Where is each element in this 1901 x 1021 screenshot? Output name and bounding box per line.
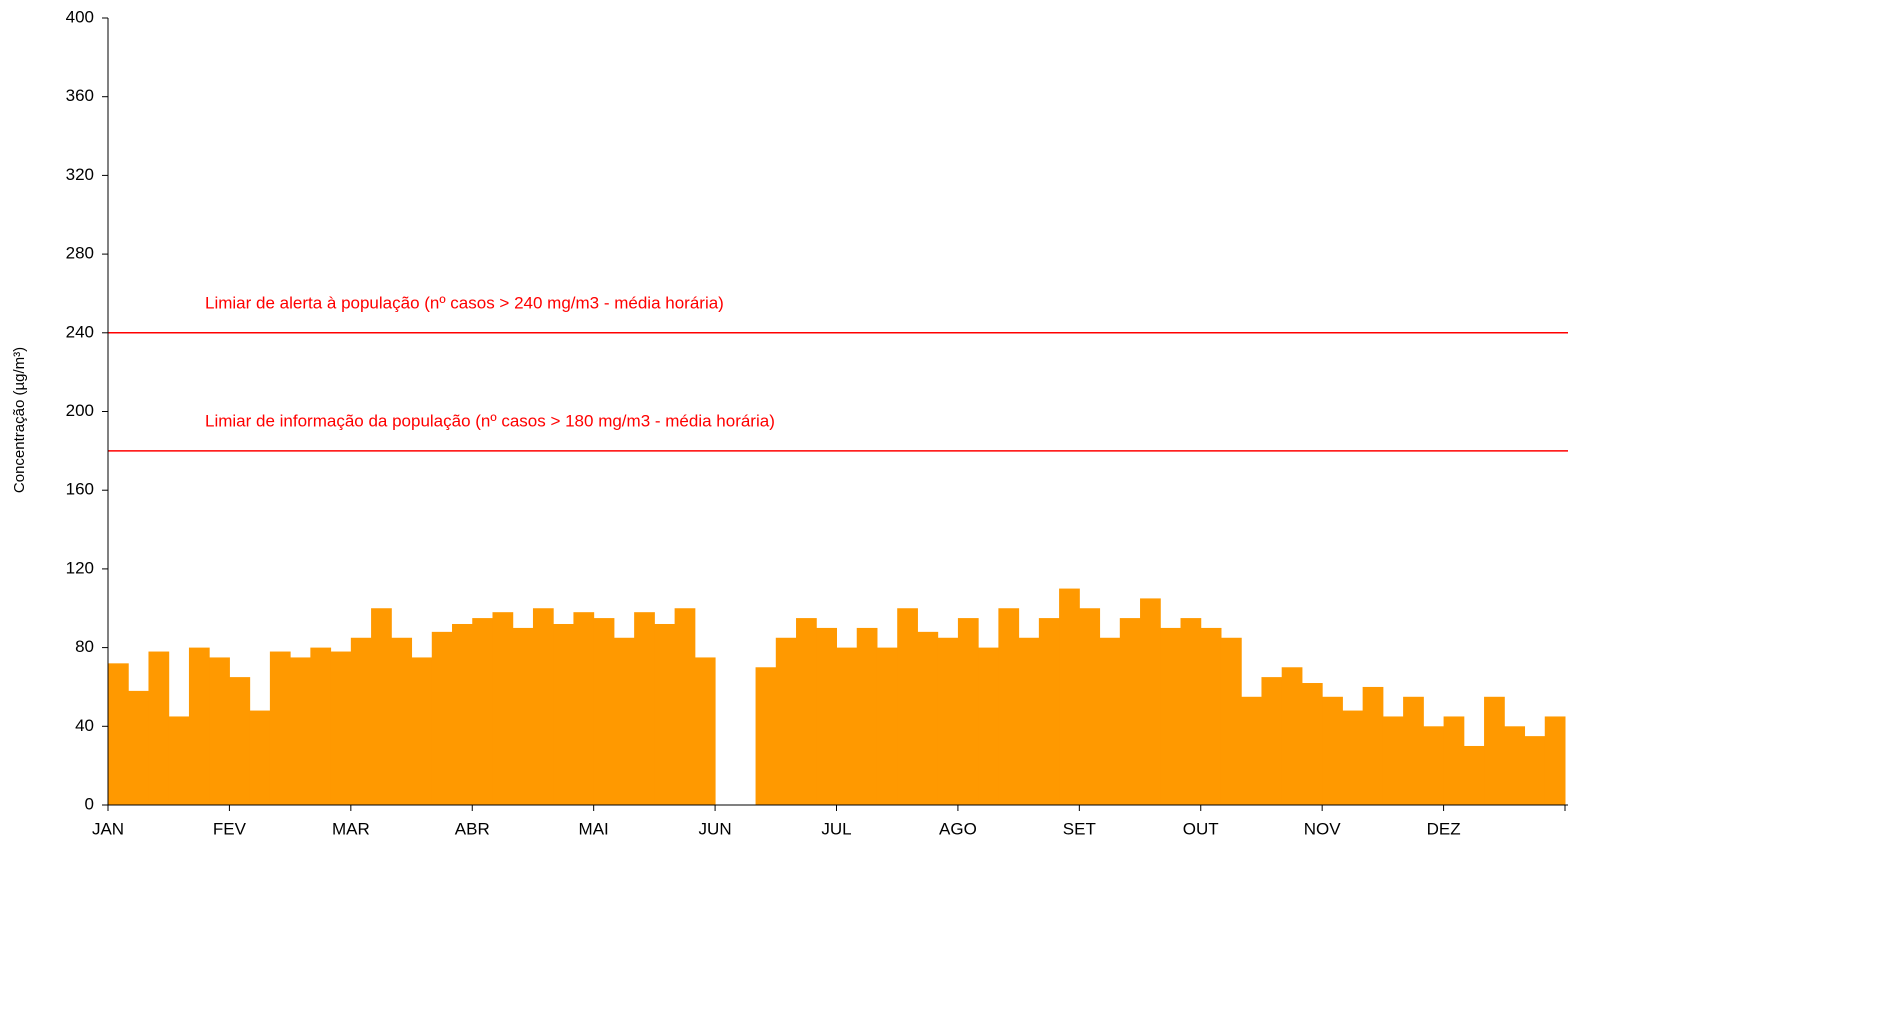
bar (188, 647, 210, 805)
bar (1059, 588, 1080, 805)
bar (269, 651, 291, 805)
bar (431, 631, 453, 805)
x-tick-label: MAI (579, 819, 609, 838)
bar (957, 618, 979, 805)
x-tick-label: MAR (332, 819, 370, 838)
bar (1322, 696, 1343, 805)
bar (1079, 608, 1101, 805)
bar (1119, 618, 1141, 805)
y-tick-label: 160 (66, 480, 94, 499)
bar (1180, 618, 1202, 805)
bar (1301, 683, 1323, 805)
bar (674, 608, 696, 805)
bar (350, 637, 372, 805)
bar (1281, 667, 1303, 805)
bar (209, 657, 230, 805)
bar (492, 612, 514, 805)
bar (391, 637, 413, 805)
bar (775, 637, 797, 805)
bar (330, 651, 352, 805)
bar (613, 637, 635, 805)
bar (229, 677, 251, 805)
y-tick-label: 400 (66, 7, 94, 26)
bar (634, 612, 655, 805)
bar (512, 627, 534, 805)
y-tick-label: 320 (66, 165, 94, 184)
bar (1443, 716, 1465, 805)
bar (168, 716, 190, 805)
bar (472, 618, 493, 805)
bar (1544, 716, 1566, 805)
y-tick-label: 240 (66, 322, 94, 341)
bar (1463, 745, 1485, 805)
bar (876, 647, 898, 805)
y-axis-label: Concentração (µg/m³) (11, 347, 28, 493)
x-tick-label: JUN (699, 819, 732, 838)
y-tick-label: 0 (85, 794, 94, 813)
bar (249, 710, 271, 805)
y-tick-label: 120 (66, 558, 94, 577)
bar (755, 667, 777, 805)
y-tick-label: 360 (66, 86, 94, 105)
bar (532, 608, 554, 805)
bar (694, 657, 716, 805)
x-tick-label: FEV (213, 819, 247, 838)
x-tick-label: SET (1063, 819, 1096, 838)
bar (1261, 677, 1283, 805)
threshold-label: Limiar de informação da população (nº ca… (205, 411, 775, 430)
bar (998, 608, 1020, 805)
bar (1423, 726, 1445, 805)
x-tick-label: AGO (939, 819, 977, 838)
y-tick-label: 80 (75, 637, 94, 656)
bar (1342, 710, 1364, 805)
bar (1484, 696, 1505, 805)
bar (796, 618, 817, 805)
bar (654, 623, 676, 805)
bar (1140, 598, 1161, 805)
bar (1099, 637, 1121, 805)
bar (1038, 618, 1060, 805)
bar (937, 637, 959, 805)
bar (1504, 726, 1526, 805)
threshold-label: Limiar de alerta à população (nº casos >… (205, 293, 724, 312)
x-tick-label: JUL (821, 819, 851, 838)
bar (978, 647, 999, 805)
bar (836, 647, 858, 805)
bar (1160, 627, 1182, 805)
y-tick-label: 40 (75, 716, 94, 735)
bar (553, 623, 574, 805)
bar (917, 631, 939, 805)
x-tick-label: ABR (455, 819, 490, 838)
bar (593, 618, 615, 805)
bar (1018, 637, 1040, 805)
bar (1362, 686, 1384, 805)
bar (1200, 627, 1222, 805)
bar (816, 627, 837, 805)
bar (1241, 696, 1262, 805)
x-tick-label: JAN (92, 819, 124, 838)
bar (856, 627, 878, 805)
bar (290, 657, 311, 805)
bar (1403, 696, 1424, 805)
bar (128, 690, 149, 805)
x-tick-label: OUT (1183, 819, 1219, 838)
x-tick-label: DEZ (1427, 819, 1461, 838)
bar (371, 608, 392, 805)
bar (108, 663, 129, 805)
bar (452, 623, 473, 805)
bar (1382, 716, 1404, 805)
bar (1220, 637, 1242, 805)
bar (310, 647, 332, 805)
y-tick-label: 280 (66, 244, 94, 263)
bar (148, 651, 170, 805)
bar (1524, 736, 1546, 805)
x-tick-label: NOV (1304, 819, 1342, 838)
bar (897, 608, 918, 805)
bar (573, 612, 595, 805)
bar (411, 657, 433, 805)
y-tick-label: 200 (66, 401, 94, 420)
